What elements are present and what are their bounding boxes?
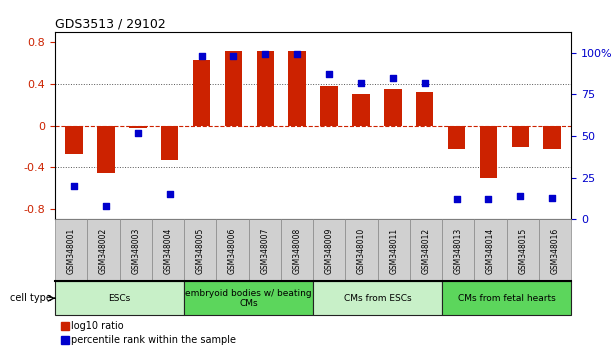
Text: GSM348015: GSM348015	[518, 227, 527, 274]
Point	[483, 196, 493, 202]
Bar	[257, 51, 274, 126]
Bar	[193, 60, 210, 126]
Bar	[352, 95, 370, 126]
Point	[356, 80, 366, 86]
Bar	[225, 51, 242, 126]
Bar	[161, 126, 178, 160]
Text: GSM348005: GSM348005	[196, 227, 205, 274]
Bar	[384, 89, 401, 126]
Text: GSM348003: GSM348003	[131, 227, 140, 274]
Text: GSM348014: GSM348014	[486, 227, 495, 274]
Bar	[416, 92, 433, 126]
Point	[197, 53, 207, 59]
Point	[260, 52, 270, 57]
Text: GSM348012: GSM348012	[422, 227, 431, 274]
Bar	[65, 126, 83, 154]
Bar	[288, 51, 306, 126]
Point	[69, 183, 79, 189]
Text: GDS3513 / 29102: GDS3513 / 29102	[55, 18, 166, 31]
Text: GSM348007: GSM348007	[260, 227, 269, 274]
Bar	[448, 126, 466, 149]
Text: CMs from fetal hearts: CMs from fetal hearts	[458, 294, 555, 303]
Text: embryoid bodies w/ beating
CMs: embryoid bodies w/ beating CMs	[185, 289, 312, 308]
Point	[229, 53, 238, 59]
Bar	[511, 126, 529, 147]
Text: GSM348002: GSM348002	[99, 227, 108, 274]
Text: cell type: cell type	[10, 293, 52, 303]
Bar	[97, 126, 115, 173]
Point	[420, 80, 430, 86]
Point	[388, 75, 398, 81]
Text: GSM348006: GSM348006	[228, 227, 237, 274]
Text: GSM348004: GSM348004	[163, 227, 172, 274]
Text: GSM348010: GSM348010	[357, 227, 366, 274]
Point	[165, 192, 175, 197]
Text: GSM348016: GSM348016	[551, 227, 560, 274]
Point	[516, 193, 525, 199]
Bar	[480, 126, 497, 178]
Bar	[320, 86, 338, 126]
Bar	[129, 126, 147, 128]
Text: GSM348013: GSM348013	[454, 227, 463, 274]
Text: GSM348009: GSM348009	[325, 227, 334, 274]
Text: GSM348011: GSM348011	[389, 227, 398, 274]
Text: GSM348001: GSM348001	[67, 227, 76, 274]
Text: percentile rank within the sample: percentile rank within the sample	[70, 335, 235, 345]
Point	[292, 52, 302, 57]
Point	[452, 196, 461, 202]
Text: GSM348008: GSM348008	[293, 227, 301, 274]
Point	[133, 130, 143, 136]
Text: CMs from ESCs: CMs from ESCs	[344, 294, 411, 303]
Point	[547, 195, 557, 201]
Text: log10 ratio: log10 ratio	[70, 321, 123, 331]
Point	[101, 203, 111, 209]
Text: ESCs: ESCs	[108, 294, 131, 303]
Point	[324, 72, 334, 77]
Bar	[543, 126, 561, 149]
